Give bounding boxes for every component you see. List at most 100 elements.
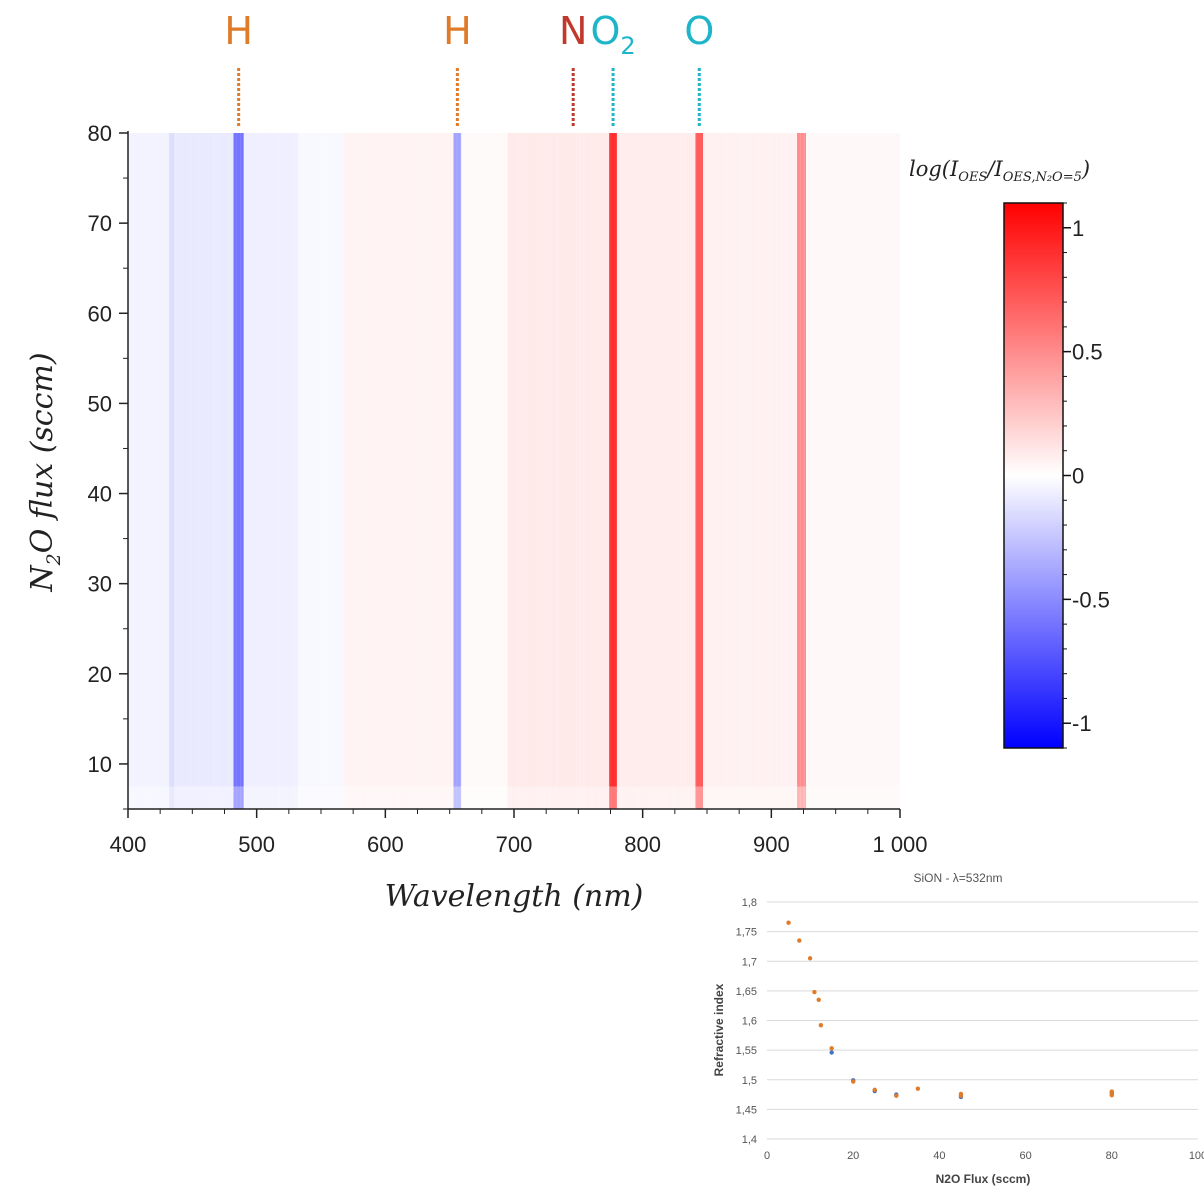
inset-x-tick-label: 100 bbox=[1189, 1150, 1204, 1162]
heatmap-band bbox=[243, 133, 298, 809]
heatmap-texture bbox=[711, 133, 712, 809]
heatmap-texture bbox=[413, 133, 415, 809]
heatmap-texture bbox=[263, 133, 265, 809]
colorbar-label: log(IOES/IOES,N₂O=5) bbox=[909, 157, 1090, 185]
y-tick-label: 30 bbox=[88, 572, 112, 597]
heatmap-texture bbox=[332, 133, 334, 809]
y-axis-label: N2O flux (sccm) bbox=[25, 352, 65, 592]
heatmap-texture bbox=[409, 133, 411, 809]
colorbar-tick-label: -0.5 bbox=[1072, 587, 1110, 612]
heatmap-texture bbox=[147, 133, 149, 809]
heatmap-texture bbox=[151, 133, 152, 809]
heatmap-texture bbox=[297, 133, 300, 809]
heatmap-texture bbox=[243, 133, 245, 809]
inset-data-point bbox=[818, 1023, 824, 1028]
heatmap-texture bbox=[857, 133, 859, 809]
heatmap-texture bbox=[344, 133, 345, 809]
heatmap-texture bbox=[282, 133, 284, 809]
y-tick-label: 50 bbox=[88, 391, 112, 416]
inset-data-point bbox=[1109, 1092, 1115, 1098]
inset-x-tick-label: 80 bbox=[1106, 1150, 1118, 1162]
heatmap-texture bbox=[174, 133, 176, 809]
heatmap-band bbox=[233, 133, 244, 809]
heatmap-texture bbox=[228, 133, 230, 809]
heatmap-texture bbox=[232, 133, 233, 809]
inset-data-point bbox=[797, 938, 802, 943]
heatmap-texture bbox=[664, 133, 666, 809]
heatmap-texture bbox=[761, 133, 763, 809]
heatmap-texture bbox=[691, 133, 693, 809]
heatmap-texture bbox=[201, 133, 203, 809]
inset-y-tick-label: 1,5 bbox=[742, 1075, 757, 1087]
heatmap-texture bbox=[865, 133, 867, 809]
heatmap-texture bbox=[849, 133, 852, 809]
inset-x-tick-label: 40 bbox=[933, 1150, 945, 1162]
inset-y-tick-label: 1,6 bbox=[742, 1016, 757, 1028]
heatmap-texture bbox=[324, 133, 327, 809]
heatmap-texture bbox=[270, 133, 273, 809]
heatmap-texture bbox=[595, 133, 596, 809]
heatmap-band bbox=[344, 133, 454, 809]
x-tick-label: 400 bbox=[110, 832, 147, 857]
heatmap-texture bbox=[679, 133, 682, 809]
heatmap-texture bbox=[158, 133, 161, 809]
y-tick-label: 80 bbox=[88, 121, 112, 146]
heatmap-texture bbox=[185, 133, 188, 809]
heatmap-texture bbox=[845, 133, 848, 809]
heatmap-texture bbox=[703, 133, 705, 809]
inset-data-point bbox=[872, 1087, 877, 1093]
heatmap-texture bbox=[583, 133, 585, 809]
heatmap-texture bbox=[880, 133, 882, 809]
x-tick-label: 500 bbox=[238, 832, 275, 857]
inset-data-point bbox=[786, 920, 791, 925]
heatmap-texture bbox=[661, 133, 662, 809]
heatmap-texture bbox=[548, 133, 550, 809]
inset-data-point bbox=[894, 1093, 899, 1098]
heatmap-texture bbox=[718, 133, 720, 809]
heatmap-texture bbox=[359, 133, 361, 809]
heatmap-texture bbox=[587, 133, 588, 809]
heatmap-texture bbox=[170, 133, 172, 809]
heatmap-texture bbox=[483, 133, 485, 809]
heatmap-texture bbox=[479, 133, 481, 809]
heatmap-texture bbox=[340, 133, 341, 809]
heatmap-texture bbox=[768, 133, 770, 809]
inset-data-point bbox=[829, 1046, 834, 1051]
heatmap-texture bbox=[896, 133, 897, 809]
heatmap-texture bbox=[139, 133, 141, 809]
heatmap-texture bbox=[544, 133, 547, 809]
heatmap-texture bbox=[317, 133, 319, 809]
heatmap-texture bbox=[463, 133, 466, 809]
annotation-label: H bbox=[224, 9, 253, 53]
heatmap-texture bbox=[205, 133, 206, 809]
heatmap-texture bbox=[382, 133, 384, 809]
heatmap-texture bbox=[194, 133, 195, 809]
heatmap-texture bbox=[189, 133, 191, 809]
heatmap-texture bbox=[525, 133, 527, 809]
heatmap-texture bbox=[367, 133, 369, 809]
heatmap-texture bbox=[591, 133, 593, 809]
colorbar: log(IOES/IOES,N₂O=5) 1 0.5 0 -0.5 -1 bbox=[909, 157, 1110, 749]
heatmap-texture bbox=[892, 133, 894, 809]
heatmap-texture bbox=[305, 133, 307, 809]
colorbar-tick-label: 0 bbox=[1072, 464, 1084, 489]
heatmap-texture bbox=[375, 133, 377, 809]
heatmap-texture bbox=[641, 133, 642, 809]
heatmap-texture bbox=[888, 133, 889, 809]
heatmap-texture bbox=[278, 133, 280, 809]
heatmap-texture bbox=[371, 133, 373, 809]
heatmap-texture bbox=[537, 133, 539, 809]
heatmap-texture bbox=[614, 133, 616, 809]
heatmap-texture bbox=[791, 133, 794, 809]
heatmap-texture bbox=[398, 133, 400, 809]
heatmap-texture bbox=[259, 133, 261, 809]
heatmap-low-flux-region bbox=[128, 786, 900, 809]
heatmap-texture bbox=[788, 133, 790, 809]
heatmap-texture bbox=[197, 133, 199, 809]
heatmap-texture bbox=[730, 133, 732, 809]
heatmap-texture bbox=[266, 133, 269, 809]
heatmap-texture bbox=[209, 133, 210, 809]
heatmap-texture bbox=[514, 133, 515, 809]
heatmap-texture bbox=[309, 133, 311, 809]
inset-y-tick-label: 1,65 bbox=[736, 986, 757, 998]
